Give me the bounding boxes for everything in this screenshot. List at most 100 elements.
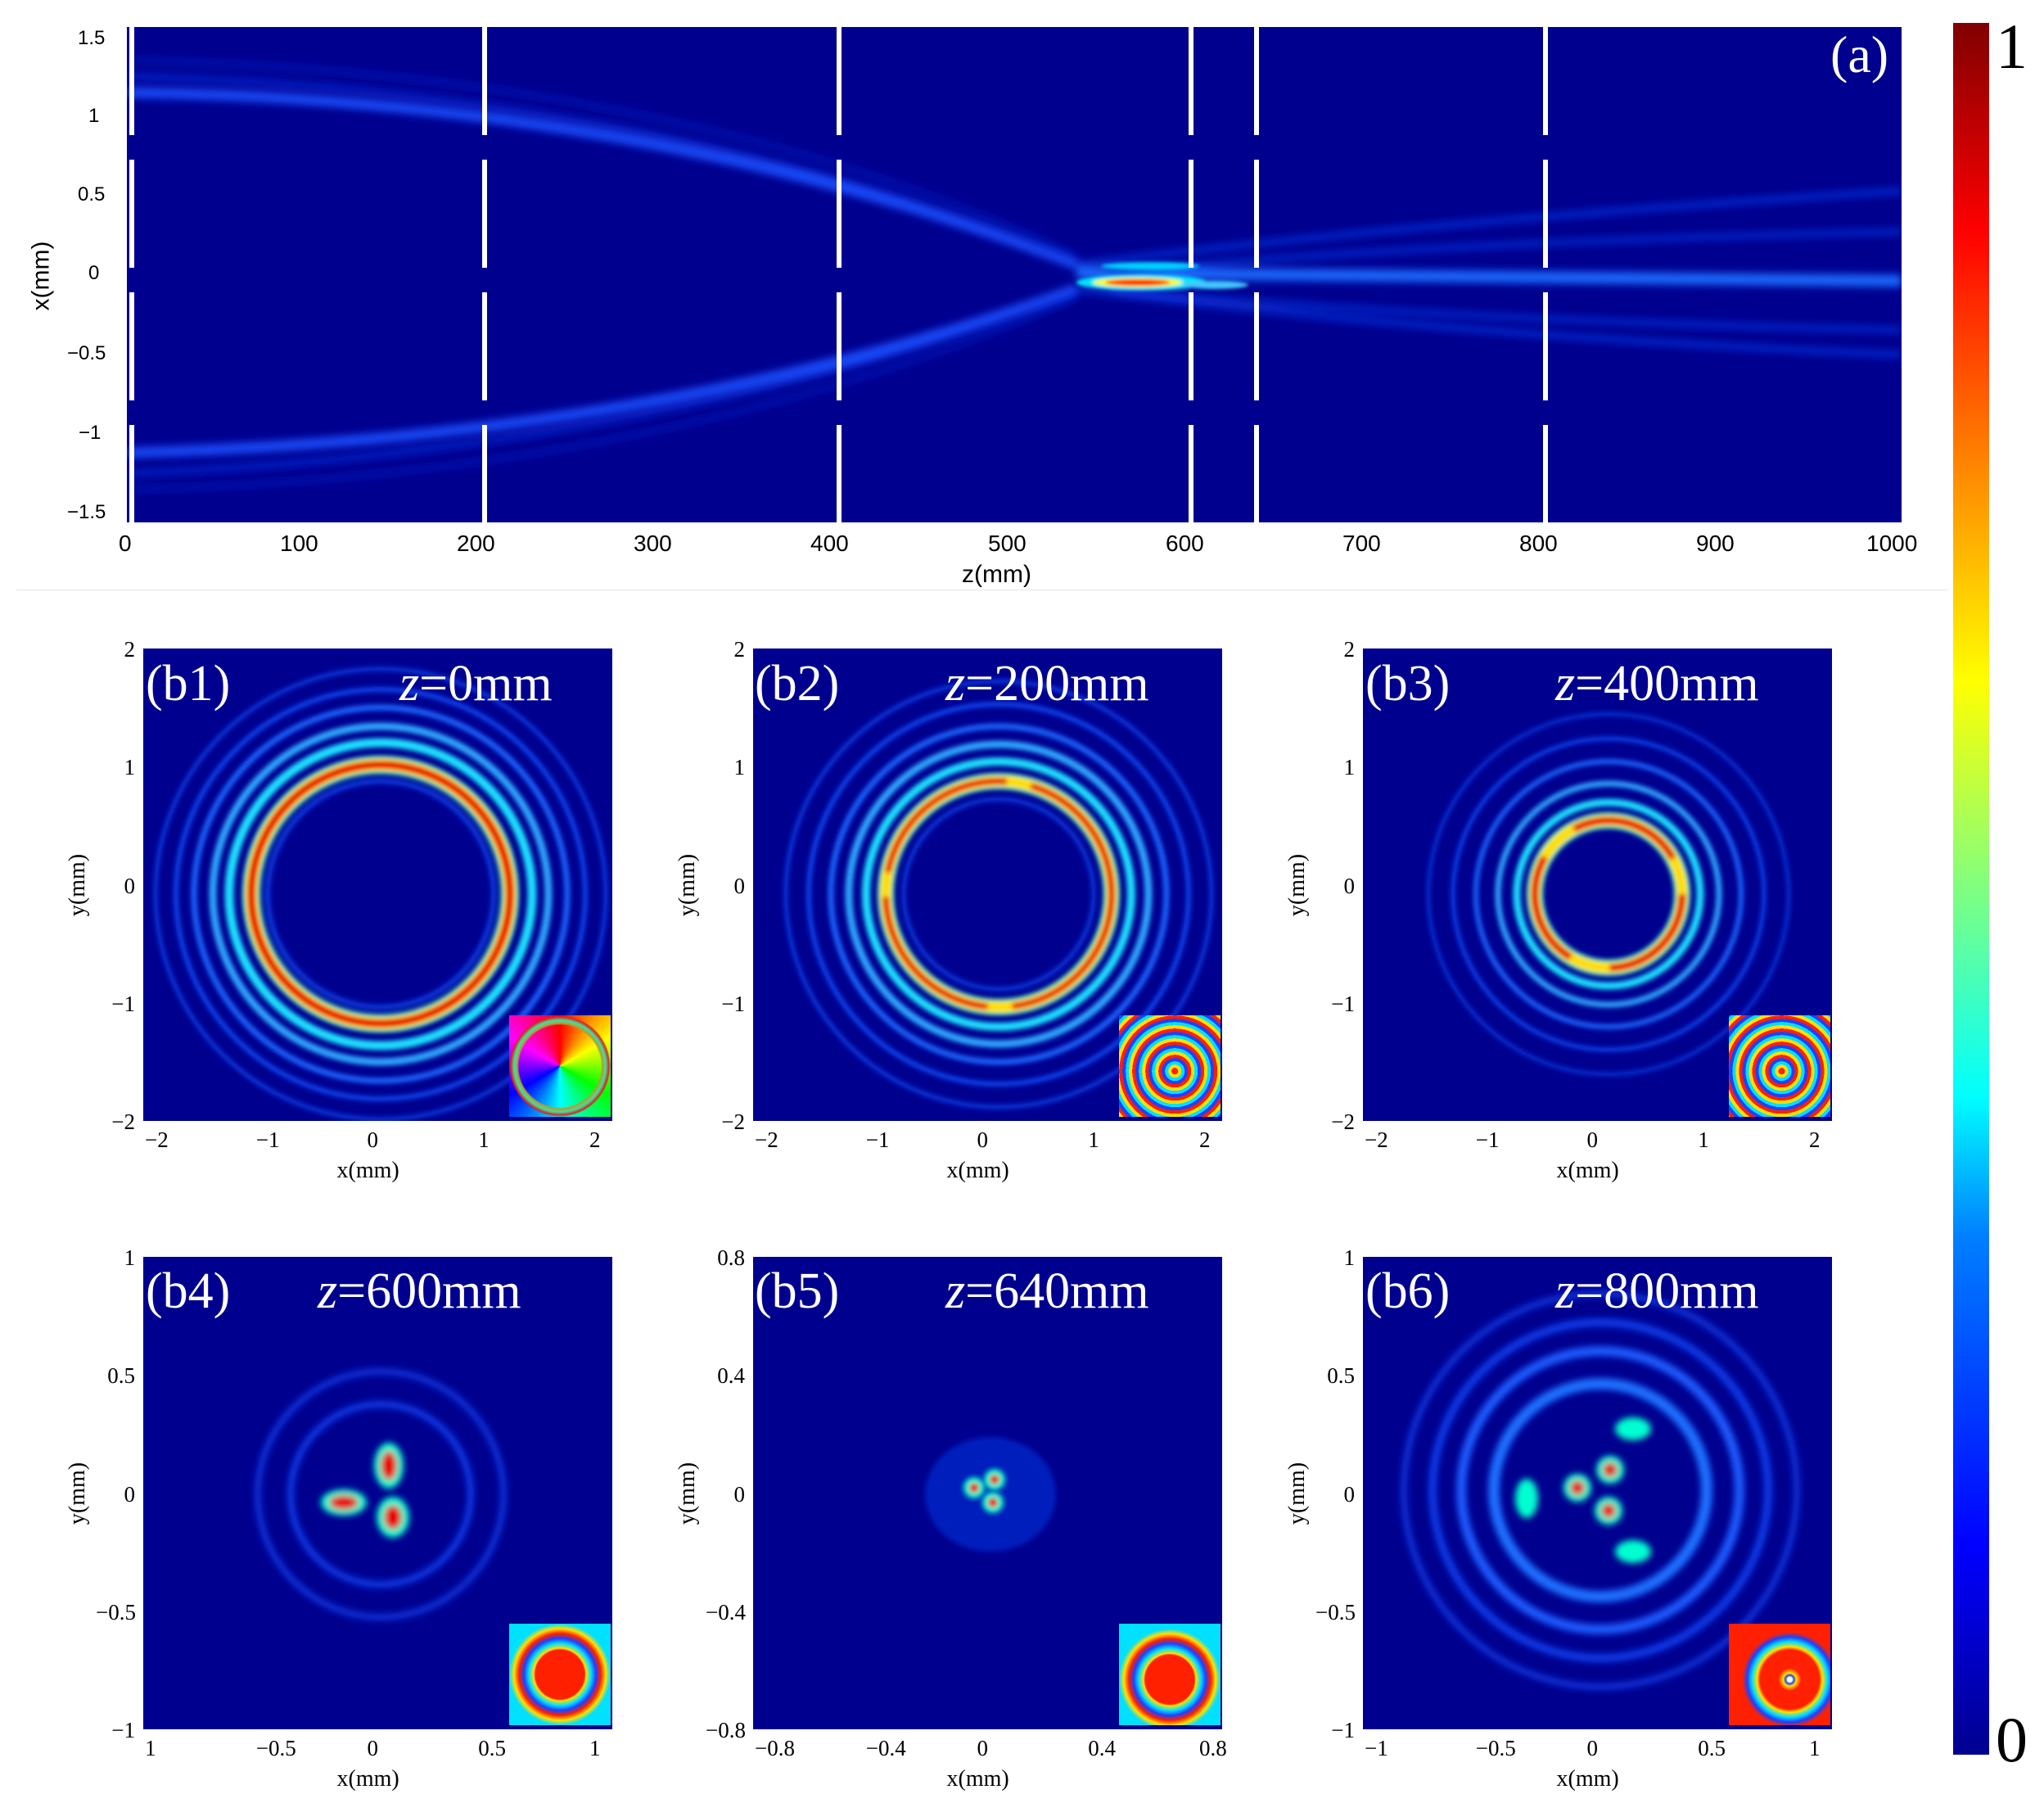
xtick: 300 bbox=[634, 531, 672, 556]
panel-b3-ylabel: y(mm) bbox=[1284, 853, 1311, 916]
ytick: 1 bbox=[733, 755, 746, 780]
ytick: −1 bbox=[721, 991, 745, 1016]
dashed-z-markers bbox=[129, 27, 1548, 522]
xtick: 2 bbox=[1809, 1127, 1821, 1152]
xtick: 2 bbox=[589, 1127, 601, 1152]
ytick: 0 bbox=[733, 873, 746, 898]
xtick: 1 bbox=[1698, 1127, 1709, 1152]
ytick: 2 bbox=[733, 637, 746, 662]
xtick: 200 bbox=[457, 531, 495, 556]
ytick: −1 bbox=[111, 991, 135, 1016]
xtick: −1 bbox=[1475, 1127, 1500, 1152]
ytick: 1 bbox=[88, 105, 100, 127]
xtick: −2 bbox=[755, 1127, 778, 1152]
phase-spiral-inset bbox=[1119, 1015, 1221, 1117]
xtick: −2 bbox=[1365, 1127, 1388, 1152]
panel-b2-xlabel: x(mm) bbox=[946, 1158, 1009, 1183]
xtick: −0.5 bbox=[255, 1736, 296, 1760]
ytick: 2 bbox=[124, 637, 136, 662]
colorbar bbox=[1953, 23, 1989, 1755]
colorbar-min-label: 0 bbox=[1996, 1704, 2028, 1775]
colorbar-max-label: 1 bbox=[1996, 11, 2028, 82]
phase-vortex-inset bbox=[509, 1015, 611, 1117]
ytick: 0.5 bbox=[78, 183, 106, 206]
panel-b1-label: (b1) bbox=[146, 656, 231, 712]
xtick: 1 bbox=[1088, 1127, 1099, 1152]
ytick: 1 bbox=[1343, 1245, 1356, 1270]
panel-b5-intensity bbox=[753, 1257, 1222, 1729]
ring-pattern-b3 bbox=[1363, 648, 1832, 1121]
xtick: 400 bbox=[810, 531, 849, 556]
panel-b4-intensity bbox=[143, 1257, 612, 1729]
panel-b2-ylabel: y(mm) bbox=[675, 853, 701, 916]
ytick: 0 bbox=[124, 873, 136, 898]
xtick: 600 bbox=[1166, 531, 1204, 556]
xtick: 700 bbox=[1342, 531, 1381, 556]
xtick: 0.5 bbox=[1698, 1736, 1726, 1760]
ytick: 0.5 bbox=[1327, 1363, 1355, 1389]
xtick: 0 bbox=[977, 1736, 989, 1760]
ytick: 1 bbox=[1343, 755, 1356, 780]
ring-pattern-b2 bbox=[753, 648, 1222, 1121]
panel-b5-ylabel: y(mm) bbox=[675, 1462, 701, 1525]
panel-a-xlabel: z(mm) bbox=[962, 561, 1031, 588]
ytick: −0.5 bbox=[67, 342, 106, 364]
ytick: 2 bbox=[1343, 637, 1356, 662]
ytick: −0.4 bbox=[706, 1599, 746, 1625]
phase-spiral-inset bbox=[509, 1624, 611, 1725]
panel-b2-z: z=200mm bbox=[945, 656, 1149, 712]
panel-b1-intensity bbox=[143, 648, 612, 1121]
xtick: 100 bbox=[280, 531, 318, 556]
ytick: −0.8 bbox=[706, 1718, 746, 1742]
panel-a-label: (a) bbox=[1830, 25, 1889, 84]
ytick: −1 bbox=[1331, 1718, 1355, 1742]
xtick: 1 bbox=[478, 1127, 490, 1152]
panel-b3-label: (b3) bbox=[1365, 656, 1451, 712]
panel-b6-z: z=800mm bbox=[1555, 1263, 1759, 1319]
ytick: 0 bbox=[733, 1481, 746, 1507]
phase-spiral-inset bbox=[1729, 1015, 1830, 1117]
xtick: 0 bbox=[367, 1127, 379, 1152]
trefoil-pattern-b6 bbox=[1363, 1257, 1832, 1729]
xtick: 1 bbox=[589, 1736, 601, 1760]
xtick: −0.4 bbox=[865, 1736, 906, 1760]
xtick: −0.5 bbox=[1475, 1736, 1516, 1760]
xtick: 800 bbox=[1519, 531, 1558, 556]
xtick: −2 bbox=[145, 1127, 169, 1152]
ytick: 0 bbox=[88, 262, 100, 284]
ytick: −0.5 bbox=[96, 1599, 136, 1625]
ytick: 0.5 bbox=[107, 1363, 135, 1389]
panel-b4-z: z=600mm bbox=[318, 1263, 521, 1319]
ytick: −1 bbox=[79, 422, 102, 444]
ytick: 0 bbox=[124, 1481, 136, 1507]
panel-b6-label: (b6) bbox=[1365, 1263, 1451, 1319]
panel-b1-z: z=0mm bbox=[399, 656, 553, 712]
panel-b3-xlabel: x(mm) bbox=[1556, 1158, 1619, 1183]
panel-b5-xlabel: x(mm) bbox=[946, 1766, 1009, 1792]
panel-b2-label: (b2) bbox=[755, 656, 840, 712]
panel-b1-ylabel: y(mm) bbox=[65, 853, 91, 916]
ytick: 0 bbox=[1343, 873, 1356, 898]
xtick: 0 bbox=[1586, 1736, 1599, 1760]
xtick: 0.5 bbox=[478, 1736, 506, 1760]
phase-spiral-inset bbox=[1729, 1624, 1830, 1725]
panel-b4-xlabel: x(mm) bbox=[336, 1766, 399, 1792]
xtick: 900 bbox=[1696, 531, 1735, 556]
xtick: −0.8 bbox=[755, 1736, 795, 1760]
ytick: 1 bbox=[124, 755, 136, 780]
ytick: −0.5 bbox=[1315, 1599, 1356, 1625]
xtick: −1 bbox=[255, 1127, 280, 1152]
phase-spiral-inset bbox=[1119, 1624, 1221, 1725]
xtick: 0 bbox=[367, 1736, 379, 1760]
xtick: −1 bbox=[1365, 1736, 1388, 1760]
xtick: 0.4 bbox=[1088, 1736, 1116, 1760]
ytick: 0.8 bbox=[717, 1245, 745, 1270]
panel-b4-label: (b4) bbox=[146, 1263, 231, 1319]
panel-b1-xlabel: x(mm) bbox=[336, 1158, 399, 1183]
panel-b6-intensity bbox=[1363, 1257, 1832, 1729]
xtick: 0.8 bbox=[1199, 1736, 1227, 1760]
xtick: 1000 bbox=[1866, 531, 1918, 556]
ytick: −2 bbox=[721, 1109, 745, 1134]
xtick: 2 bbox=[1199, 1127, 1211, 1152]
ytick: 1 bbox=[124, 1245, 136, 1270]
